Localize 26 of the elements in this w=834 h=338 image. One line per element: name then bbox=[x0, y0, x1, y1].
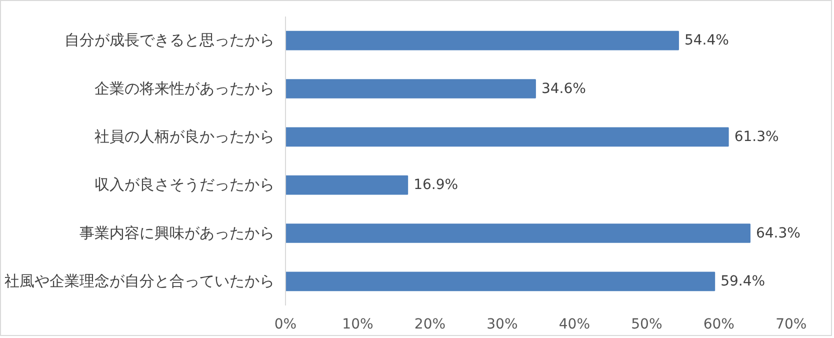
x-tick-label: 30% bbox=[486, 316, 518, 332]
data-label: 54.4% bbox=[684, 32, 729, 49]
y-tick-label: 事業内容に興味があったから bbox=[80, 224, 274, 242]
data-label: 61.3% bbox=[734, 128, 779, 145]
x-tick-label: 10% bbox=[342, 316, 374, 332]
x-tick-label: 20% bbox=[414, 316, 446, 332]
bar bbox=[286, 224, 750, 243]
y-tick-label: 企業の将来性があったから bbox=[94, 80, 274, 98]
data-label: 64.3% bbox=[756, 225, 800, 242]
bar bbox=[286, 127, 729, 147]
data-label: 59.4% bbox=[720, 273, 766, 290]
x-tick-label: 50% bbox=[631, 316, 662, 332]
x-tick-label: 70% bbox=[776, 316, 807, 332]
x-tick-label: 40% bbox=[558, 316, 590, 332]
data-label: 16.9% bbox=[414, 177, 458, 194]
y-tick-label: 自分が成長できると思ったから bbox=[64, 32, 274, 50]
y-tick-label: 社員の人柄が良かったから bbox=[94, 128, 274, 146]
data-label: 34.6% bbox=[541, 80, 586, 97]
bar bbox=[286, 272, 716, 292]
bar bbox=[286, 175, 408, 195]
x-tick-label: 60% bbox=[703, 316, 734, 332]
y-tick-label: 社風や企業理念が自分と合っていたから bbox=[4, 272, 274, 290]
bar bbox=[286, 30, 679, 50]
x-tick-label: 0% bbox=[274, 316, 297, 332]
bar bbox=[286, 79, 536, 98]
y-tick-label: 収入が良さそうだったから bbox=[94, 176, 274, 194]
